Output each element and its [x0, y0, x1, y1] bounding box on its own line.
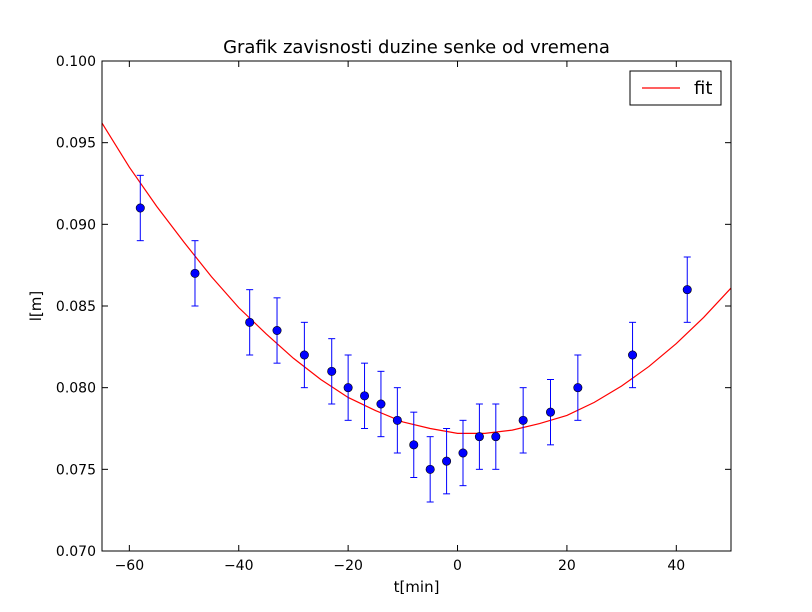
point-marker [546, 407, 556, 417]
y-tick-label: 0.085 [56, 299, 96, 315]
y-tick-label: 0.080 [56, 381, 96, 397]
point-marker [190, 268, 200, 278]
data-point [442, 428, 452, 495]
data-point [376, 370, 386, 438]
y-tick-label: 0.095 [56, 136, 96, 152]
point-marker [682, 285, 692, 295]
tick-labels: −60 −40 −20 0 20 40 0.070 0.075 0.080 0.085 0.090 0… [56, 54, 685, 574]
plot-frame [101, 60, 732, 552]
y-tick-label: 0.100 [56, 54, 96, 70]
data-point [628, 321, 638, 389]
data-point [682, 256, 692, 323]
data-point [425, 436, 435, 503]
x-axis-label: t[min] [394, 578, 440, 596]
fit-layer [101, 122, 732, 434]
data-point [299, 321, 309, 389]
y-tick-label: 0.090 [56, 217, 96, 233]
point-marker [376, 399, 386, 409]
plot-area [102, 61, 731, 551]
data-point [546, 379, 556, 446]
data-point [327, 338, 337, 405]
point-marker [628, 350, 638, 360]
point-marker [409, 440, 419, 450]
data-point [409, 411, 419, 478]
point-marker [299, 350, 309, 360]
data-point [573, 354, 583, 421]
data-point [491, 403, 501, 470]
data-point [458, 419, 468, 487]
x-tick-label: −20 [333, 558, 363, 574]
point-marker [327, 366, 337, 376]
legend: fit [629, 70, 722, 106]
data-point [392, 387, 402, 454]
data-point [518, 387, 528, 454]
x-tick-label: 20 [558, 558, 576, 574]
point-marker [392, 415, 402, 425]
fit-line [101, 122, 732, 434]
y-tick-label: 0.070 [56, 544, 96, 560]
point-marker [442, 456, 452, 466]
points-layer [135, 174, 692, 503]
x-tick-label: 40 [667, 558, 685, 574]
point-marker [458, 448, 468, 458]
point-marker [135, 203, 145, 213]
data-point [343, 354, 353, 421]
point-marker [360, 391, 370, 401]
data-point [272, 297, 282, 364]
y-axis-label: l[m] [27, 291, 45, 321]
point-marker [474, 432, 484, 442]
point-marker [518, 415, 528, 425]
point-marker [272, 325, 282, 335]
y-tick-label: 0.075 [56, 462, 96, 478]
point-marker [245, 317, 255, 327]
data-point [474, 403, 484, 470]
point-marker [425, 464, 435, 474]
point-marker [343, 383, 353, 393]
data-point [360, 362, 370, 429]
legend-fit-label: fit [694, 78, 712, 99]
x-tick-label: −40 [224, 558, 254, 574]
data-point [135, 174, 145, 242]
point-marker [491, 432, 501, 442]
data-point [245, 289, 255, 356]
data-point [190, 240, 200, 307]
x-tick-label: −60 [115, 558, 145, 574]
point-marker [573, 383, 583, 393]
x-tick-label: 0 [453, 558, 462, 574]
chart-title: Grafik zavisnosti duzine senke od vremen… [223, 37, 610, 58]
